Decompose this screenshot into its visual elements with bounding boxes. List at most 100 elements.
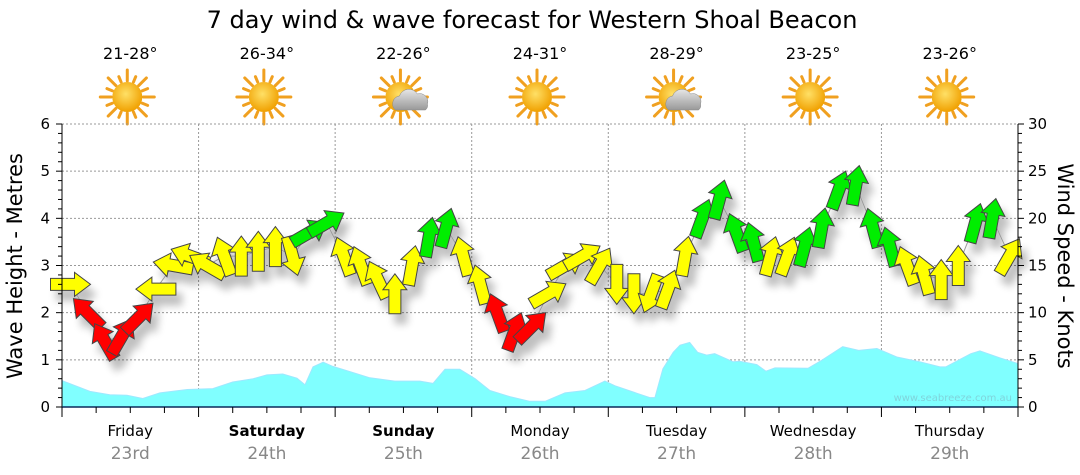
day-label: Tuesday — [645, 422, 707, 440]
wind-arrow — [980, 197, 1006, 240]
wind-arrow — [50, 271, 92, 298]
sun-ray — [105, 101, 115, 107]
partly-cloudy-icon — [371, 68, 429, 126]
sun-disc — [522, 82, 552, 112]
sunny-icon — [918, 68, 976, 126]
wave-height-area — [61, 341, 1019, 408]
sun-ray — [277, 87, 286, 93]
sun-ray — [926, 76, 937, 88]
y-tick-label-left: 4 — [40, 209, 50, 227]
date-label: 28th — [794, 444, 833, 464]
sun-ray — [131, 110, 138, 119]
sun-ray — [956, 106, 968, 118]
sun-ray — [117, 75, 123, 84]
sunny-icon — [508, 68, 566, 126]
sun-disc — [248, 82, 279, 112]
y-axis-label-left: Wave Height - Metres — [3, 153, 27, 379]
date-label: 26th — [520, 444, 559, 464]
y-tick-label-left: 1 — [40, 351, 50, 369]
wind-arrow — [135, 276, 177, 303]
sun-ray — [663, 110, 669, 119]
sun-ray — [823, 101, 832, 107]
wind-arrow — [449, 235, 475, 278]
sun-ray — [410, 76, 422, 88]
sun-ray — [819, 76, 831, 88]
watermark: www.seabreeze.com.au — [894, 393, 1012, 404]
sun-ray — [652, 76, 664, 88]
sun-ray — [527, 75, 533, 84]
wind-arrow — [364, 260, 393, 301]
sun-ray — [651, 87, 661, 93]
wind-arrow — [305, 209, 345, 239]
sun-ray — [390, 75, 396, 84]
date-label: 29th — [930, 444, 969, 464]
y-tick-label-right: 0 — [1028, 398, 1038, 416]
sun-ray — [527, 110, 533, 119]
sun-ray — [516, 76, 528, 88]
y-tick-label-left: 3 — [40, 257, 50, 275]
sun-ray — [814, 110, 821, 119]
sun-ray — [242, 101, 251, 107]
sun-ray — [253, 110, 260, 119]
sun-ray — [546, 106, 558, 118]
sun-ray — [242, 87, 251, 93]
sun-disc — [931, 82, 962, 112]
sun-ray — [106, 106, 118, 118]
sun-ray — [936, 110, 943, 119]
wind-arrow — [152, 252, 195, 278]
temperature-range: 21-28° — [103, 44, 158, 63]
sun-ray — [378, 101, 388, 107]
wind-arrow — [859, 207, 885, 250]
sun-ray — [273, 106, 285, 118]
sun-ray — [516, 106, 528, 118]
sun-ray — [789, 76, 801, 88]
sun-ray — [652, 106, 664, 118]
sun-ray — [800, 110, 806, 119]
wind-arrow — [945, 244, 972, 286]
sun-ray — [788, 101, 797, 107]
wind-arrow — [399, 244, 426, 287]
sun-ray — [678, 110, 684, 119]
temperature-range: 22-26° — [376, 44, 431, 63]
sun-ray — [651, 101, 661, 107]
temperature-range: 24-31° — [513, 44, 568, 63]
sun-ray — [951, 110, 957, 119]
sun-ray — [515, 87, 524, 93]
y-tick-label-right: 15 — [1028, 257, 1047, 275]
sun-ray — [686, 87, 696, 93]
sun-ray — [117, 110, 123, 119]
sun-ray — [140, 87, 150, 93]
sun-ray — [390, 110, 396, 119]
sun-ray — [800, 75, 806, 84]
wind-arrow — [434, 207, 460, 250]
sun-ray — [789, 106, 801, 118]
sunny-icon — [781, 68, 839, 126]
sun-ray — [131, 75, 138, 84]
temperature-range: 23-25° — [786, 44, 841, 63]
sun-ray — [678, 75, 684, 84]
temperature-range: 26-34° — [240, 44, 295, 63]
day-label: Monday — [510, 422, 569, 440]
sun-ray — [683, 76, 695, 88]
chart-title: 7 day wind & wave forecast for Western S… — [207, 6, 858, 34]
sun-ray — [515, 101, 524, 107]
wind-arrow — [993, 238, 1023, 278]
sun-ray — [243, 76, 255, 88]
day-label: Sunday — [372, 422, 435, 440]
sun-ray — [253, 75, 260, 84]
sun-ray — [924, 101, 934, 107]
wind-arrow — [707, 179, 733, 221]
sun-ray — [379, 76, 391, 88]
sun-ray — [959, 87, 969, 93]
wind-arrow — [722, 212, 750, 254]
sun-ray — [273, 76, 285, 88]
sun-ray — [379, 106, 391, 118]
wind-arrow — [843, 164, 870, 207]
day-label: Saturday — [229, 422, 306, 440]
sunny-icon — [235, 68, 293, 126]
sun-disc — [112, 82, 143, 112]
date-label: 23rd — [111, 444, 150, 464]
sun-ray — [405, 75, 411, 84]
wind-arrow — [330, 236, 357, 278]
